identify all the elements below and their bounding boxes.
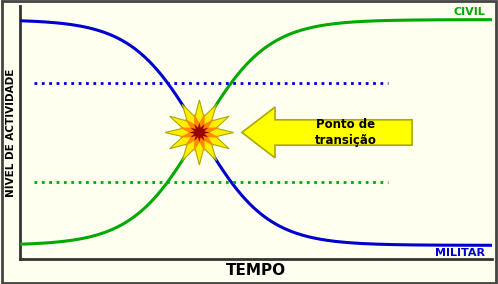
- Text: Ponto de
transição: Ponto de transição: [315, 118, 377, 147]
- Polygon shape: [165, 100, 234, 165]
- Polygon shape: [189, 123, 210, 142]
- Polygon shape: [179, 114, 219, 151]
- Text: MILITAR: MILITAR: [435, 248, 486, 258]
- Text: CIVIL: CIVIL: [454, 7, 486, 17]
- FancyArrow shape: [242, 107, 412, 158]
- Y-axis label: NÍVEL DE ACTIVIDADE: NÍVEL DE ACTIVIDADE: [5, 68, 15, 197]
- X-axis label: TEMPO: TEMPO: [226, 264, 286, 278]
